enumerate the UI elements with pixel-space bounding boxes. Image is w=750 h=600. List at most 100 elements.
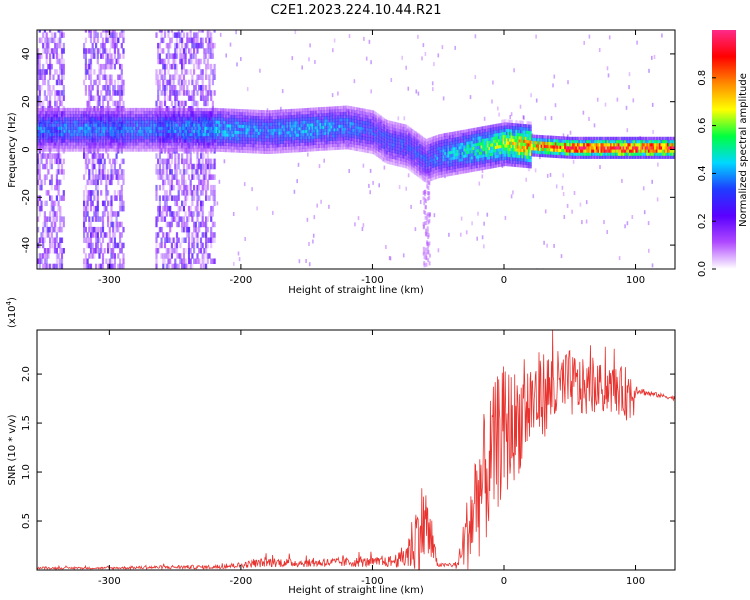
heatmap-cell: [189, 163, 192, 170]
heatmap-cell: [82, 129, 86, 134]
heatmap-cell: [144, 126, 147, 130]
heatmap-cell: [45, 221, 48, 228]
heatmap-cell: [123, 107, 127, 112]
heatmap-cell: [265, 128, 269, 133]
heatmap-cell: [225, 53, 227, 58]
heatmap-cell: [163, 32, 167, 38]
heatmap-cell: [211, 237, 214, 243]
heatmap-cell: [174, 120, 177, 124]
heatmap-cell: [314, 129, 318, 133]
heatmap-cell: [38, 142, 41, 146]
heatmap-cell: [226, 136, 229, 140]
heatmap-cell: [158, 158, 161, 165]
heatmap-cell: [108, 132, 111, 137]
heatmap-cell: [50, 153, 53, 159]
heatmap-cell: [232, 136, 235, 141]
heatmap-cell: [103, 120, 106, 124]
heatmap-cell: [109, 114, 112, 118]
heatmap-cell: [147, 114, 150, 118]
heatmap-cell: [112, 263, 115, 269]
heatmap-cell: [607, 73, 610, 78]
heatmap-cell: [198, 114, 201, 118]
heatmap-cell: [235, 130, 239, 134]
heatmap-cell: [147, 148, 150, 152]
heatmap-cell: [70, 148, 73, 152]
heatmap-cell: [88, 58, 91, 65]
heatmap-cell: [103, 139, 106, 143]
heatmap-cell: [123, 111, 127, 115]
heatmap-cell: [216, 201, 219, 206]
heatmap-cell: [203, 232, 206, 238]
heatmap-cell: [401, 55, 403, 60]
heatmap-cell: [138, 111, 141, 115]
heatmap-cell: [188, 117, 191, 121]
heatmap-cell: [57, 190, 60, 196]
heatmap-cell: [60, 237, 64, 243]
heatmap-cell: [40, 132, 43, 137]
heatmap-cell: [103, 248, 106, 254]
heatmap-cell: [81, 139, 84, 143]
heatmap-cell: [310, 117, 313, 121]
heatmap-cell: [78, 139, 81, 143]
heatmap-cell: [71, 111, 74, 115]
heatmap-cell: [186, 190, 189, 196]
heatmap-cell: [108, 85, 111, 91]
heatmap-cell: [427, 258, 430, 263]
heatmap-cell: [160, 158, 163, 165]
heatmap-cell: [267, 122, 270, 127]
heatmap-cell: [254, 122, 258, 126]
heatmap-cell: [209, 148, 212, 152]
heatmap-cell: [175, 132, 179, 137]
heatmap-cell: [196, 107, 199, 112]
heatmap-cell: [84, 135, 87, 140]
heatmap-cell: [88, 242, 91, 249]
heatmap-cell: [424, 205, 427, 210]
heatmap-cell: [123, 139, 127, 143]
heatmap-cell: [218, 117, 221, 121]
heatmap-cell: [55, 123, 59, 127]
heatmap-cell: [206, 153, 209, 159]
heatmap-cell: [54, 148, 57, 152]
heatmap-cell: [329, 125, 332, 129]
heatmap-cell: [181, 190, 184, 196]
heatmap-cell: [343, 121, 346, 125]
heatmap-cell: [114, 142, 117, 146]
heatmap-cell: [81, 117, 84, 121]
heatmap-cell: [59, 205, 62, 212]
heatmap-cell: [98, 163, 101, 170]
heatmap-cell: [196, 63, 199, 70]
heatmap-cell: [170, 37, 173, 44]
heatmap-cell: [182, 184, 185, 191]
heatmap-cell: [343, 133, 346, 138]
heatmap-cell: [454, 45, 456, 50]
heatmap-cell: [100, 117, 103, 121]
heatmap-cell: [150, 111, 153, 115]
heatmap-cell: [243, 118, 247, 122]
heatmap-cell: [59, 120, 62, 124]
heatmap-cell: [46, 114, 49, 118]
heatmap-cell: [338, 121, 341, 125]
heatmap-cell: [281, 140, 284, 144]
heatmap-cell: [201, 174, 204, 180]
heatmap-cell: [235, 136, 239, 141]
heatmap-cell: [40, 200, 43, 207]
heatmap-cell: [242, 130, 245, 135]
heatmap-cell: [71, 120, 74, 124]
heatmap-cell: [169, 85, 172, 91]
heatmap-cell: [193, 48, 196, 54]
heatmap-cell: [42, 48, 45, 54]
heatmap-cell: [191, 79, 194, 86]
heatmap-cell: [338, 140, 341, 144]
heatmap-cell: [198, 195, 201, 201]
heatmap-cell: [131, 114, 134, 118]
heatmap-cell: [117, 79, 120, 86]
heatmap-cell: [52, 126, 56, 130]
heatmap-cell: [211, 163, 214, 170]
heatmap-cell: [128, 142, 131, 146]
heatmap-cell: [83, 174, 86, 180]
heatmap-cell: [95, 211, 98, 217]
heatmap-cell: [127, 132, 130, 137]
heatmap-cell: [43, 30, 46, 33]
heatmap-cell: [204, 145, 207, 149]
heatmap-cell: [250, 149, 253, 154]
